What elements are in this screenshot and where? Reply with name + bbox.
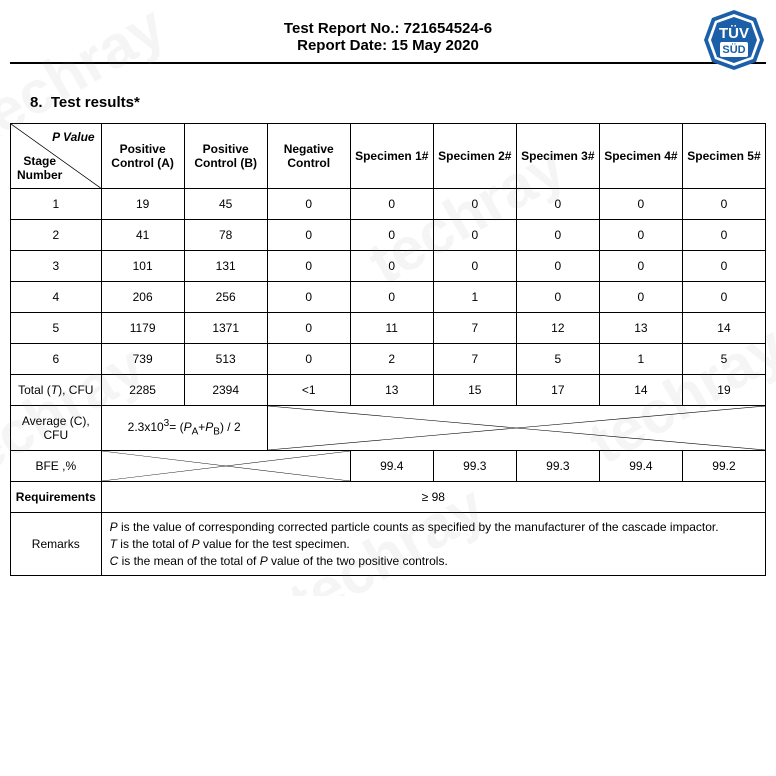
data-cell: 131 <box>184 251 267 282</box>
table-row: 6739513027515 <box>11 344 766 375</box>
data-cell: 0 <box>433 220 516 251</box>
req-label: Requirements <box>11 482 102 513</box>
data-cell: 0 <box>599 220 682 251</box>
data-cell: 14 <box>682 313 765 344</box>
data-cell: 7 <box>433 344 516 375</box>
data-cell: 0 <box>350 189 433 220</box>
data-cell: 0 <box>433 251 516 282</box>
data-cell: 0 <box>350 282 433 313</box>
col-header: Specimen 2# <box>433 124 516 189</box>
stage-number: 4 <box>11 282 102 313</box>
average-formula: 2.3x103= (PA+PB) / 2 <box>101 406 267 451</box>
data-cell: 11 <box>350 313 433 344</box>
table-row: 3101131000000 <box>11 251 766 282</box>
data-cell: 0 <box>682 282 765 313</box>
section-title: 8. Test results* <box>30 94 766 111</box>
col-header: Specimen 1# <box>350 124 433 189</box>
stage-number: 3 <box>11 251 102 282</box>
data-cell: 5 <box>516 344 599 375</box>
header-divider <box>10 62 766 64</box>
data-cell: 0 <box>516 282 599 313</box>
data-cell: 5 <box>682 344 765 375</box>
report-header: Test Report No.: 721654524-6 Report Date… <box>10 20 766 54</box>
stage-number: 5 <box>11 313 102 344</box>
stage-number: 6 <box>11 344 102 375</box>
data-cell: 256 <box>184 282 267 313</box>
data-cell: 101 <box>101 251 184 282</box>
data-cell: 78 <box>184 220 267 251</box>
data-cell: 0 <box>267 251 350 282</box>
col-header: Negative Control <box>267 124 350 189</box>
table-row: 4206256001000 <box>11 282 766 313</box>
col-header: Positive Control (B) <box>184 124 267 189</box>
req-value: ≥ 98 <box>101 482 765 513</box>
col-header: Specimen 3# <box>516 124 599 189</box>
data-cell: 0 <box>516 220 599 251</box>
data-cell: 1 <box>433 282 516 313</box>
data-cell: 0 <box>267 313 350 344</box>
total-row: Total (T), CFU 2285 2394 <1 13 15 17 14 … <box>11 375 766 406</box>
data-cell: 0 <box>516 251 599 282</box>
data-cell: 13 <box>599 313 682 344</box>
average-label: Average (C),CFU <box>11 406 102 451</box>
total-label: Total (T), CFU <box>11 375 102 406</box>
data-cell: 0 <box>267 282 350 313</box>
table-row: 5117913710117121314 <box>11 313 766 344</box>
table-header-row: P Value StageNumber Positive Control (A)… <box>11 124 766 189</box>
data-cell: 0 <box>516 189 599 220</box>
table-row: 11945000000 <box>11 189 766 220</box>
remarks-label: Remarks <box>11 513 102 576</box>
data-cell: 41 <box>101 220 184 251</box>
average-na <box>267 406 765 451</box>
col-header: Specimen 5# <box>682 124 765 189</box>
data-cell: 1179 <box>101 313 184 344</box>
data-cell: 0 <box>350 251 433 282</box>
stage-number: 2 <box>11 220 102 251</box>
data-cell: 0 <box>682 251 765 282</box>
data-cell: 0 <box>599 189 682 220</box>
data-cell: 45 <box>184 189 267 220</box>
data-cell: 0 <box>599 251 682 282</box>
data-cell: 19 <box>101 189 184 220</box>
data-cell: 0 <box>350 220 433 251</box>
data-cell: 1 <box>599 344 682 375</box>
bfe-na <box>101 451 350 482</box>
data-cell: 739 <box>101 344 184 375</box>
requirements-row: Requirements ≥ 98 <box>11 482 766 513</box>
data-cell: 0 <box>267 344 350 375</box>
table-row: 24178000000 <box>11 220 766 251</box>
data-cell: 12 <box>516 313 599 344</box>
bfe-label: BFE ,% <box>11 451 102 482</box>
data-cell: 0 <box>267 220 350 251</box>
data-cell: 513 <box>184 344 267 375</box>
data-cell: 2 <box>350 344 433 375</box>
data-cell: 0 <box>682 220 765 251</box>
remarks-row: Remarks P is the value of corresponding … <box>11 513 766 576</box>
data-cell: 0 <box>267 189 350 220</box>
stage-number: 1 <box>11 189 102 220</box>
remarks-text: P is the value of corresponding correcte… <box>101 513 765 576</box>
col-header: Positive Control (A) <box>101 124 184 189</box>
diagonal-header: P Value StageNumber <box>11 124 102 189</box>
col-header: Specimen 4# <box>599 124 682 189</box>
data-cell: 0 <box>682 189 765 220</box>
data-cell: 7 <box>433 313 516 344</box>
data-cell: 0 <box>433 189 516 220</box>
data-cell: 1371 <box>184 313 267 344</box>
average-row: Average (C),CFU 2.3x103= (PA+PB) / 2 <box>11 406 766 451</box>
results-table: P Value StageNumber Positive Control (A)… <box>10 123 766 576</box>
bfe-row: BFE ,% 99.4 99.3 99.3 99.4 99.2 <box>11 451 766 482</box>
data-cell: 0 <box>599 282 682 313</box>
data-cell: 206 <box>101 282 184 313</box>
